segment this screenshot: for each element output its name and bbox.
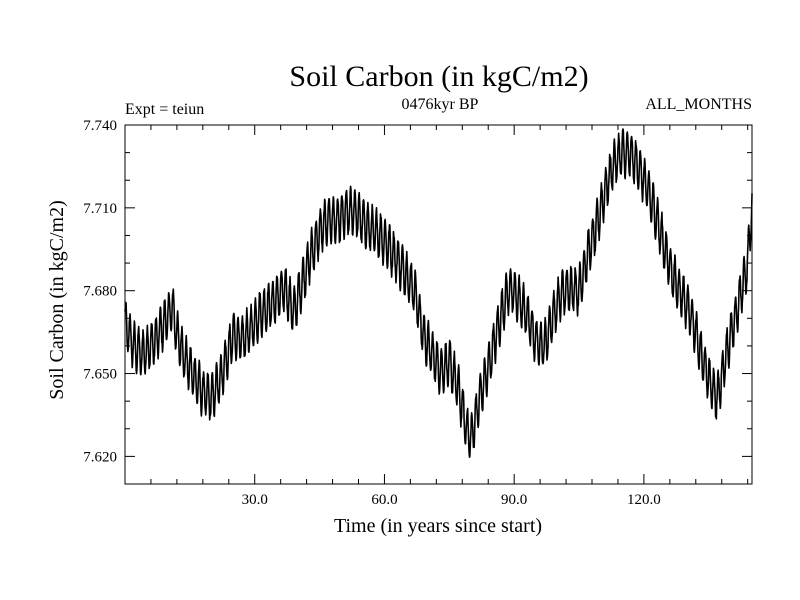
axis-ticks [125, 124, 752, 484]
x-axis-label: Time (in years since start) [334, 515, 542, 537]
y-tick-label: 7.620 [83, 449, 117, 465]
y-axis-label: Soil Carbon (in kgC/m2) [46, 200, 68, 399]
y-tick-label: 7.710 [83, 201, 117, 217]
plot-frame [124, 124, 753, 485]
months-label: ALL_MONTHS [645, 96, 752, 113]
series-line-soil-carbon [124, 128, 753, 459]
x-tick-label: 30.0 [242, 492, 268, 508]
chart-subtitle: 0476kyr BP [402, 96, 479, 113]
y-tick-label: 7.740 [83, 118, 117, 134]
y-tick-label: 7.680 [83, 284, 117, 300]
y-tick-label: 7.650 [83, 367, 117, 383]
chart-title: Soil Carbon (in kgC/m2) [289, 60, 588, 93]
x-tick-label: 60.0 [371, 492, 397, 508]
x-tick-label: 90.0 [501, 492, 527, 508]
series-group [124, 128, 753, 459]
axis-tick-labels: 30.0 60.0 90.0 120.0 7.620 7.650 7.680 7.710 7.7… [83, 118, 661, 508]
x-tick-label: 120.0 [627, 492, 661, 508]
experiment-label: Expt = teiun [125, 101, 204, 118]
